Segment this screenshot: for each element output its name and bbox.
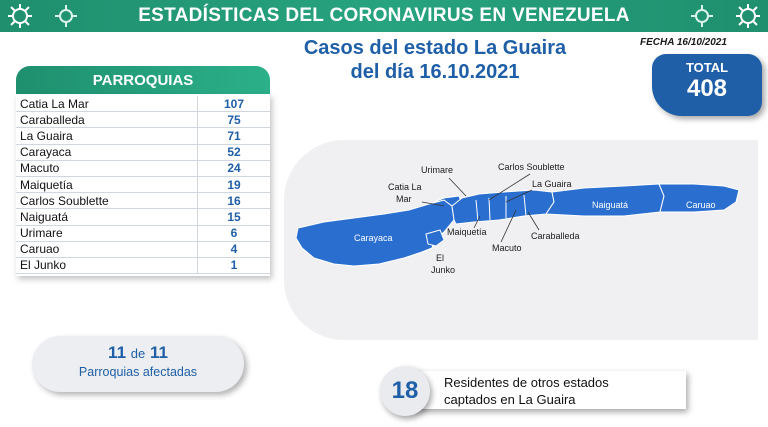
table-row: Urimare 6: [16, 225, 270, 242]
parroquia-name: Caruao: [16, 241, 198, 257]
affected-de: de: [130, 346, 146, 361]
map-region-caruao: [658, 183, 740, 213]
map-label-naiguata: Naiguatá: [592, 200, 628, 210]
header-banner: ESTADÍSTICAS DEL CORONAVIRUS EN VENEZUEL…: [0, 0, 768, 32]
affected-total: 11: [149, 343, 168, 362]
table-row: Maiquetía 19: [16, 176, 270, 194]
parroquia-name: Urimare: [16, 225, 198, 241]
parroquia-value: 24: [227, 161, 241, 176]
residents-card: Residentes de otros estados captados en …: [410, 371, 686, 409]
parroquias-header: PARROQUIAS: [16, 66, 270, 94]
parroquia-value: 107: [223, 96, 245, 111]
parroquia-value: 16: [227, 193, 241, 208]
parroquia-name: Carlos Soublette: [16, 193, 198, 209]
table-row: Catia La Mar 107: [16, 96, 270, 113]
virus-icon: [8, 4, 32, 28]
page-heading: Casos del estado La Guaira del día 16.10…: [270, 36, 600, 84]
table-row: Naiguatá 15: [16, 209, 270, 226]
map-label-carlos-soublette: Carlos Soublette: [498, 162, 565, 172]
map-label-maiquetia: Maiquetía: [447, 227, 487, 237]
map-label-caraballeda: Caraballeda: [531, 231, 580, 241]
parroquia-value: 71: [227, 128, 241, 143]
affected-parroquias-card: 11 de 11 Parroquias afectadas: [32, 336, 244, 392]
parroquia-name: La Guaira: [16, 128, 198, 144]
map-label-macuto: Macuto: [492, 243, 522, 253]
parroquia-value: 15: [227, 209, 241, 224]
parroquia-name: El Junko: [16, 257, 198, 274]
affected-count: 11 de 11: [32, 343, 244, 363]
table-row: El Junko 1: [16, 257, 270, 275]
parroquia-value: 4: [230, 242, 238, 257]
map-label-urimare: Urimare: [421, 165, 453, 175]
date-label: FECHA 16/10/2021: [640, 37, 727, 48]
map-label-el: El: [436, 253, 444, 263]
total-value: 408: [686, 75, 728, 102]
parroquia-name: Carayaca: [16, 144, 198, 160]
table-row: Carlos Soublette 16: [16, 193, 270, 210]
parroquia-value: 1: [230, 258, 238, 273]
table-row: Caraballeda 75: [16, 112, 270, 129]
map-region-el-junko: [425, 229, 445, 247]
heading-line1: Casos del estado La Guaira: [303, 37, 567, 59]
map-label-carayaca: Carayaca: [354, 233, 393, 243]
map-label-junko: Junko: [431, 265, 455, 275]
parroquia-name: Naiguatá: [16, 209, 198, 225]
parroquia-name: Caraballeda: [16, 112, 198, 128]
residents-line1: Residentes de otros estados: [444, 375, 609, 390]
parroquia-name: Catia La Mar: [16, 96, 198, 112]
map-region-central: [451, 189, 555, 225]
affected-number: 11: [108, 343, 127, 362]
parroquia-value: 19: [227, 177, 241, 192]
residents-line2: captados en La Guaira: [444, 392, 576, 407]
virus-icon: [55, 5, 77, 27]
virus-icon: [736, 4, 760, 28]
map-label-la-guaira: La Guaira: [532, 179, 572, 189]
parroquias-table: Catia La Mar 107 Caraballeda 75 La Guaira 7…: [16, 94, 270, 276]
map-label-catia-2: Mar: [396, 194, 412, 204]
table-row: La Guaira 71: [16, 128, 270, 145]
map-label-catia-1: Catia La: [388, 182, 422, 192]
header-title: ESTADÍSTICAS DEL CORONAVIRUS EN VENEZUEL…: [138, 5, 630, 26]
residents-count: 18: [380, 366, 430, 416]
table-row: Carayaca 52: [16, 144, 270, 161]
parroquia-value: 52: [227, 145, 241, 160]
affected-label: Parroquias afectadas: [78, 365, 198, 379]
table-row: Macuto 24: [16, 160, 270, 177]
table-row: Caruao 4: [16, 241, 270, 258]
parroquia-name: Macuto: [16, 160, 198, 176]
la-guaira-map: Urimare Carlos Soublette Catia La Mar La…: [295, 162, 740, 275]
total-label: TOTAL: [685, 60, 729, 75]
total-card: TOTAL 408: [652, 54, 762, 116]
heading-line2: del día 16.10.2021: [350, 61, 520, 83]
parroquia-value: 75: [227, 112, 241, 127]
parroquia-name: Maiquetía: [16, 176, 198, 193]
map-label-caruao: Caruao: [686, 200, 716, 210]
parroquia-value: 6: [230, 226, 238, 241]
virus-icon: [691, 5, 713, 27]
